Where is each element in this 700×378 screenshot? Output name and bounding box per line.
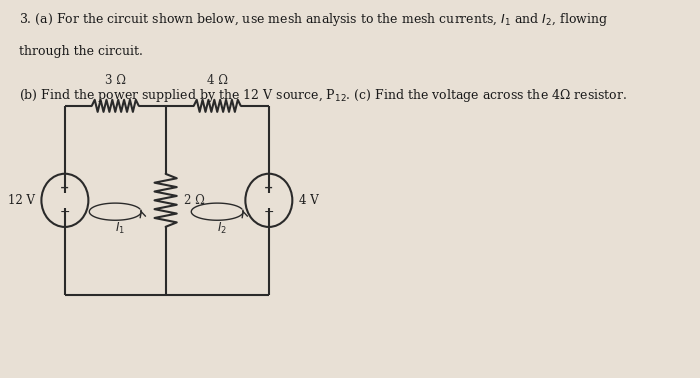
Text: 4 Ω: 4 Ω bbox=[206, 74, 228, 87]
Text: +: + bbox=[264, 183, 274, 194]
Text: 12 V: 12 V bbox=[8, 194, 35, 207]
Text: $I_2$: $I_2$ bbox=[217, 221, 227, 236]
Text: 2 Ω: 2 Ω bbox=[184, 194, 205, 207]
Text: 3. (a) For the circuit shown below, use mesh analysis to the mesh currents, $I_1: 3. (a) For the circuit shown below, use … bbox=[18, 11, 608, 28]
Text: 3 Ω: 3 Ω bbox=[105, 74, 126, 87]
Text: 4 V: 4 V bbox=[298, 194, 318, 207]
Text: +: + bbox=[60, 183, 69, 194]
Text: through the circuit.: through the circuit. bbox=[18, 45, 142, 58]
Text: −: − bbox=[264, 206, 274, 219]
Text: (b) Find the power supplied by the 12 V source, P$_{12}$. (c) Find the voltage a: (b) Find the power supplied by the 12 V … bbox=[18, 87, 626, 104]
Text: −: − bbox=[60, 206, 70, 219]
Text: $I_1$: $I_1$ bbox=[116, 221, 125, 236]
